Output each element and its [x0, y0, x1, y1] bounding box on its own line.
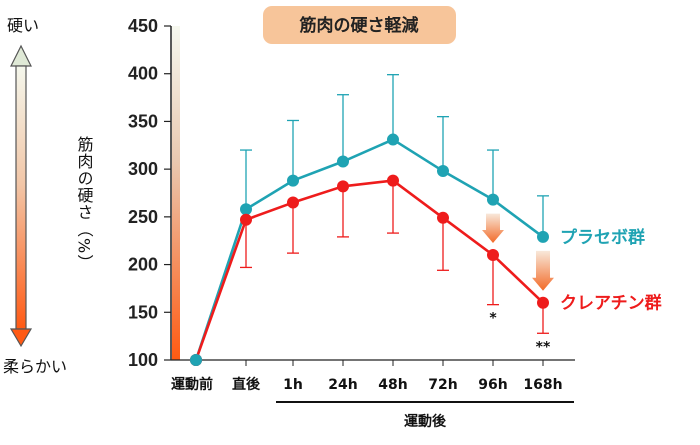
x-tick-label: 1h: [283, 377, 303, 393]
data-point: [487, 249, 499, 262]
x-tick-label: 直後: [232, 376, 261, 393]
y-ticks: 100 150 200 250 300 350 400 450: [128, 16, 171, 370]
data-point: [537, 296, 549, 309]
y-tick-label: 300: [128, 159, 158, 179]
significance-marker: *: [489, 311, 497, 327]
data-point: [387, 133, 399, 146]
y-tick-label: 350: [128, 111, 158, 131]
series-line: [194, 179, 544, 361]
x-ticks: 運動前 直後 1h 24h 48h 72h 96h 168h: [171, 360, 563, 393]
label-creatine: クレアチン群: [560, 293, 662, 314]
series-placebo: [190, 74, 549, 366]
x-tick-label: 48h: [378, 377, 407, 393]
data-point: [337, 180, 349, 193]
data-point: [387, 174, 399, 187]
data-point: [287, 196, 299, 209]
chart-title: 筋肉の硬さ軽減: [299, 15, 419, 36]
data-point: [437, 211, 449, 224]
trend-arrows: [482, 213, 554, 291]
x-tick-label: 168h: [523, 377, 562, 393]
scale-bottom-label: 柔らかい: [3, 357, 67, 376]
series-layer: [190, 74, 549, 366]
y-tick-label: 150: [128, 302, 158, 322]
y-axis-label: 筋肉の硬さ（%）: [75, 136, 94, 271]
data-point: [337, 155, 349, 168]
y-axis-gradient-bar: [172, 26, 180, 360]
y-tick-label: 100: [128, 350, 158, 370]
trend-arrow: [482, 213, 504, 244]
data-point: [240, 203, 252, 216]
y-tick-label: 200: [128, 255, 158, 275]
significance-annotations: ***: [489, 311, 551, 356]
significance-marker: **: [536, 339, 551, 355]
scale-top-label: 硬い: [7, 16, 39, 35]
scale-arrow: [9, 44, 33, 348]
label-placebo: プラセボ群: [560, 227, 645, 248]
x-tick-label: 96h: [478, 377, 507, 393]
title-box: [263, 6, 456, 44]
series-line: [194, 138, 544, 361]
data-point: [537, 230, 549, 243]
trend-arrow: [532, 250, 554, 291]
data-point: [287, 174, 299, 187]
y-tick-label: 250: [128, 207, 158, 227]
y-tick-label: 400: [128, 64, 158, 84]
data-point-baseline: [190, 354, 202, 366]
y-tick-label: 450: [128, 16, 158, 36]
x-group-label: 運動後: [404, 413, 447, 430]
x-tick-label: 24h: [328, 377, 357, 393]
data-point: [487, 193, 499, 206]
data-point: [437, 165, 449, 178]
x-tick-label: 運動前: [171, 376, 213, 393]
data-point: [240, 213, 252, 226]
x-tick-label: 72h: [428, 377, 457, 393]
